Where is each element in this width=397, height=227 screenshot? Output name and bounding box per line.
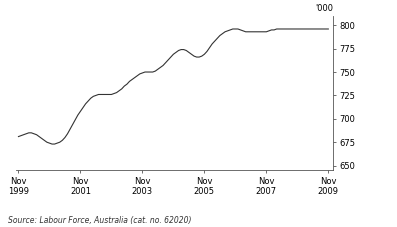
Text: Source: Labour Force, Australia (cat. no. 62020): Source: Labour Force, Australia (cat. no… [8, 216, 191, 225]
Text: '000: '000 [316, 4, 333, 13]
